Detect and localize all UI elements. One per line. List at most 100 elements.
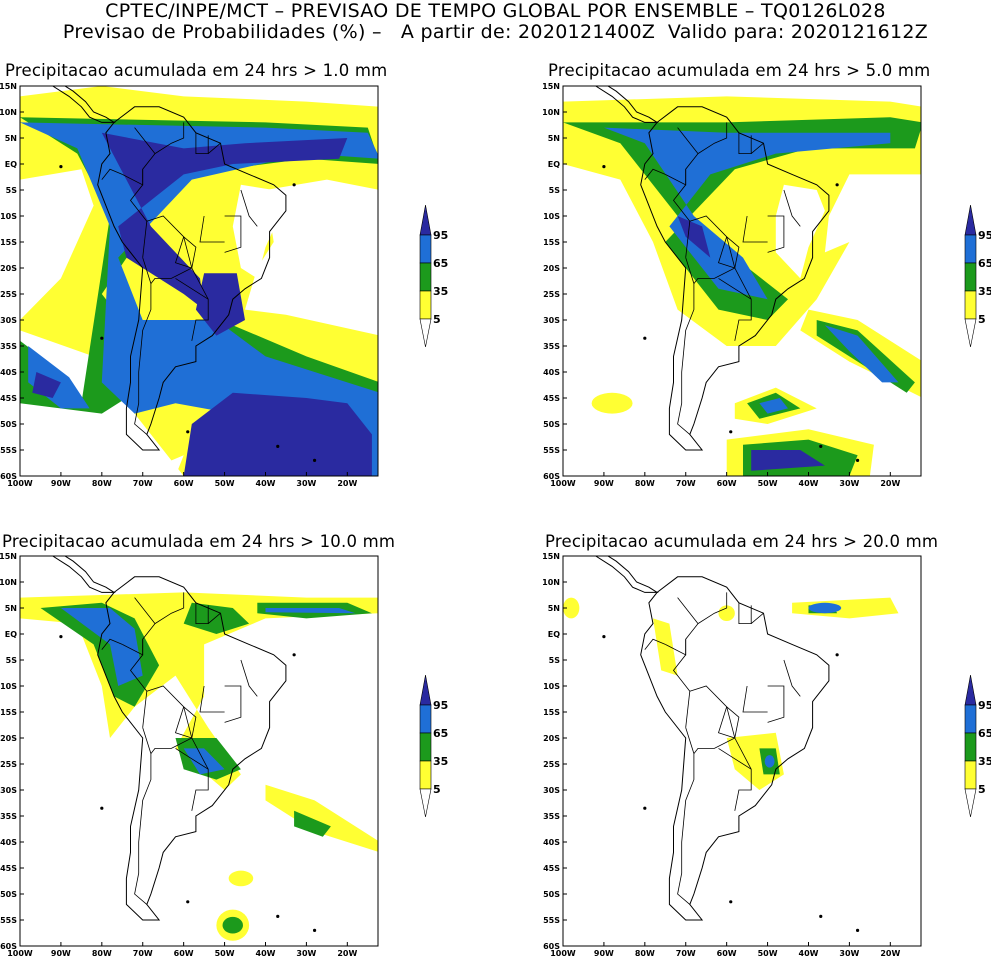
lat-tick-label: 50S <box>543 420 560 429</box>
lat-tick-label: EQ <box>548 160 560 169</box>
island <box>292 653 296 657</box>
panel-title-20mm: Precipitacao acumulada em 24 hrs > 20.0 … <box>545 532 939 551</box>
panel-title-5mm: Precipitacao acumulada em 24 hrs > 5.0 m… <box>548 61 931 80</box>
lat-tick-label: 15S <box>0 238 17 247</box>
lon-tick-label: 20W <box>880 949 900 958</box>
country-border <box>738 132 752 154</box>
country-border <box>240 189 258 227</box>
country-border <box>183 236 209 341</box>
map-frame <box>19 555 379 947</box>
country-border <box>174 706 192 739</box>
lat-tick-label: 20S <box>543 734 560 743</box>
precip-none <box>142 455 184 476</box>
island <box>835 653 839 657</box>
precip-95pct <box>183 392 372 476</box>
lat-tick-label: 5S <box>549 186 561 195</box>
precip-none <box>775 184 825 279</box>
country-border <box>726 236 752 341</box>
country-border <box>174 236 192 269</box>
island <box>312 928 317 932</box>
lat-tick-label: 20S <box>0 264 17 273</box>
lat-tick-label: 10S <box>0 682 17 691</box>
lat-tick-label: 60S <box>0 942 17 951</box>
map-field <box>563 556 899 932</box>
country-border <box>644 638 666 650</box>
country-border <box>738 602 752 624</box>
island <box>855 458 860 462</box>
legend-panel-1mm: 95 65 35 5 <box>419 204 448 348</box>
lon-tick-label: 60W <box>174 949 194 958</box>
lat-tick-label: 45S <box>0 394 17 403</box>
lat-tick-label: 40S <box>543 838 560 847</box>
legend-label: 65 <box>433 727 448 740</box>
legend-cap-95 <box>964 674 977 706</box>
precip-5pct <box>265 784 378 852</box>
lat-tick-label: 30S <box>0 316 17 325</box>
lon-tick-label: 80W <box>635 479 655 488</box>
precip-5pct <box>792 597 899 619</box>
legend-cap-0 <box>964 318 977 348</box>
lat-tick-label: 10S <box>0 212 17 221</box>
lat-tick-label: EQ <box>548 630 560 639</box>
island <box>835 183 839 187</box>
lat-tick-label: 25S <box>0 290 17 299</box>
country-border <box>665 127 699 186</box>
lat-tick-label: 10N <box>0 108 17 117</box>
south-america-coastline <box>97 576 287 921</box>
panel-title-10mm: Precipitacao acumulada em 24 hrs > 10.0 … <box>2 532 396 551</box>
island <box>292 183 296 187</box>
lat-tick-label: 45S <box>543 394 560 403</box>
country-border <box>677 727 695 905</box>
legend-bin-65 <box>419 704 432 734</box>
lon-tick-label: 20W <box>337 479 357 488</box>
country-border <box>154 592 185 624</box>
legend-label: 35 <box>978 755 991 768</box>
lat-tick-label: 55S <box>0 446 17 455</box>
country-border <box>146 215 197 284</box>
legend-label: 5 <box>978 313 986 326</box>
lat-tick-label: 5N <box>5 134 17 143</box>
lat-tick-label: 50S <box>0 890 17 899</box>
legend-label: 5 <box>978 783 986 796</box>
country-border <box>717 706 735 739</box>
map-field <box>20 556 378 941</box>
country-border <box>134 727 152 905</box>
legend-bin-65 <box>964 234 977 264</box>
precip-95pct <box>677 216 711 258</box>
lat-tick-label: 5N <box>548 604 560 613</box>
lat-tick-label: 55S <box>543 446 560 455</box>
island <box>186 430 190 434</box>
legend-bin-5 <box>964 290 977 320</box>
precip-65pct <box>603 127 891 300</box>
precip-65pct <box>265 608 356 614</box>
precip-95pct <box>751 450 825 471</box>
map-frame <box>562 555 922 947</box>
lat-tick-label: 15S <box>543 238 560 247</box>
legend-cap-0 <box>419 318 432 348</box>
lat-tick-label: EQ <box>5 160 17 169</box>
map-frame <box>19 85 379 477</box>
lat-tick-label: 15S <box>0 708 17 717</box>
legend-label: 95 <box>978 699 991 712</box>
map-panel-5mm: 15N 10N 5N EQ 5S 10S 15S 20S 25S 30S 35S 40S 45S 50S 5… <box>542 82 922 488</box>
island <box>643 336 647 340</box>
lat-tick-label: 60S <box>543 472 560 481</box>
island <box>602 635 606 639</box>
lat-tick-label: 25S <box>0 760 17 769</box>
country-border <box>195 602 209 624</box>
lat-tick-label: 25S <box>543 290 560 299</box>
map-frame <box>562 85 922 477</box>
island <box>276 444 280 448</box>
lon-tick-label: 40W <box>256 949 276 958</box>
country-border <box>195 132 209 154</box>
precip-65pct <box>759 398 788 414</box>
lat-tick-label: 10S <box>543 682 560 691</box>
country-border <box>122 127 156 186</box>
lat-tick-label: 15N <box>0 552 17 561</box>
lat-tick-label: 5S <box>6 656 18 665</box>
precip-none <box>232 184 282 279</box>
legend-label: 95 <box>433 229 448 242</box>
island <box>855 928 860 932</box>
lat-tick-label: 5S <box>549 656 561 665</box>
lat-tick-label: 30S <box>543 316 560 325</box>
